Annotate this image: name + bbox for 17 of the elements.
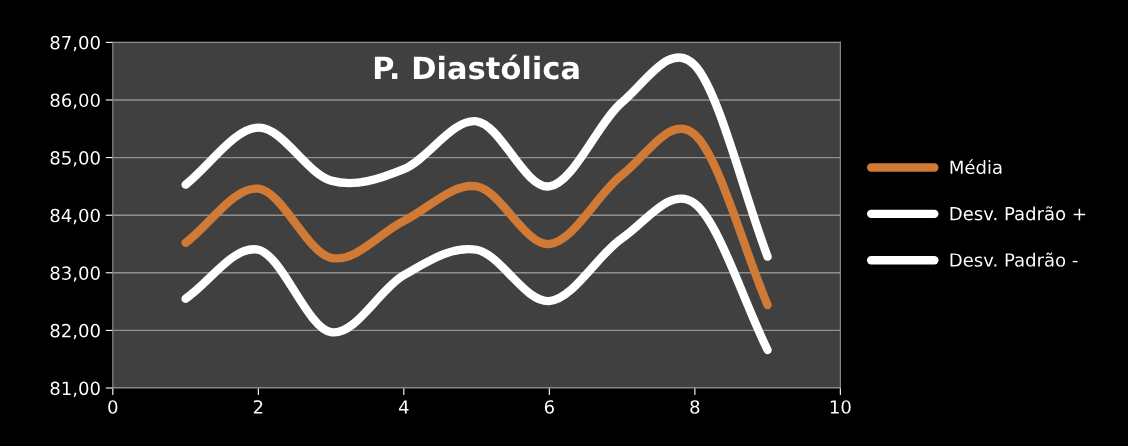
y-tick-label: 87,00 [50,35,100,52]
x-tick-label: 10 [830,400,851,414]
x-tick-label: 2 [253,400,263,414]
x-tick-label: 8 [690,400,700,414]
legend-label: Média [950,159,1002,175]
y-tick-label: 86,00 [50,93,100,109]
x-tick-label: 6 [544,400,554,414]
y-tick-label: 84,00 [50,208,100,225]
x-tick-label: 4 [398,400,409,414]
legend-label: Desv. Padrão + [950,206,1086,221]
y-tick-label: 83,00 [50,266,100,282]
x-tick-label: 0 [108,400,118,414]
legend-label: Desv. Padrão - [950,252,1078,267]
y-tick-label: 85,00 [50,151,100,167]
y-tick-label: 81,00 [50,381,100,397]
y-tick-label: 82,00 [50,323,100,340]
chart-title: P. Diastólica [374,54,579,80]
